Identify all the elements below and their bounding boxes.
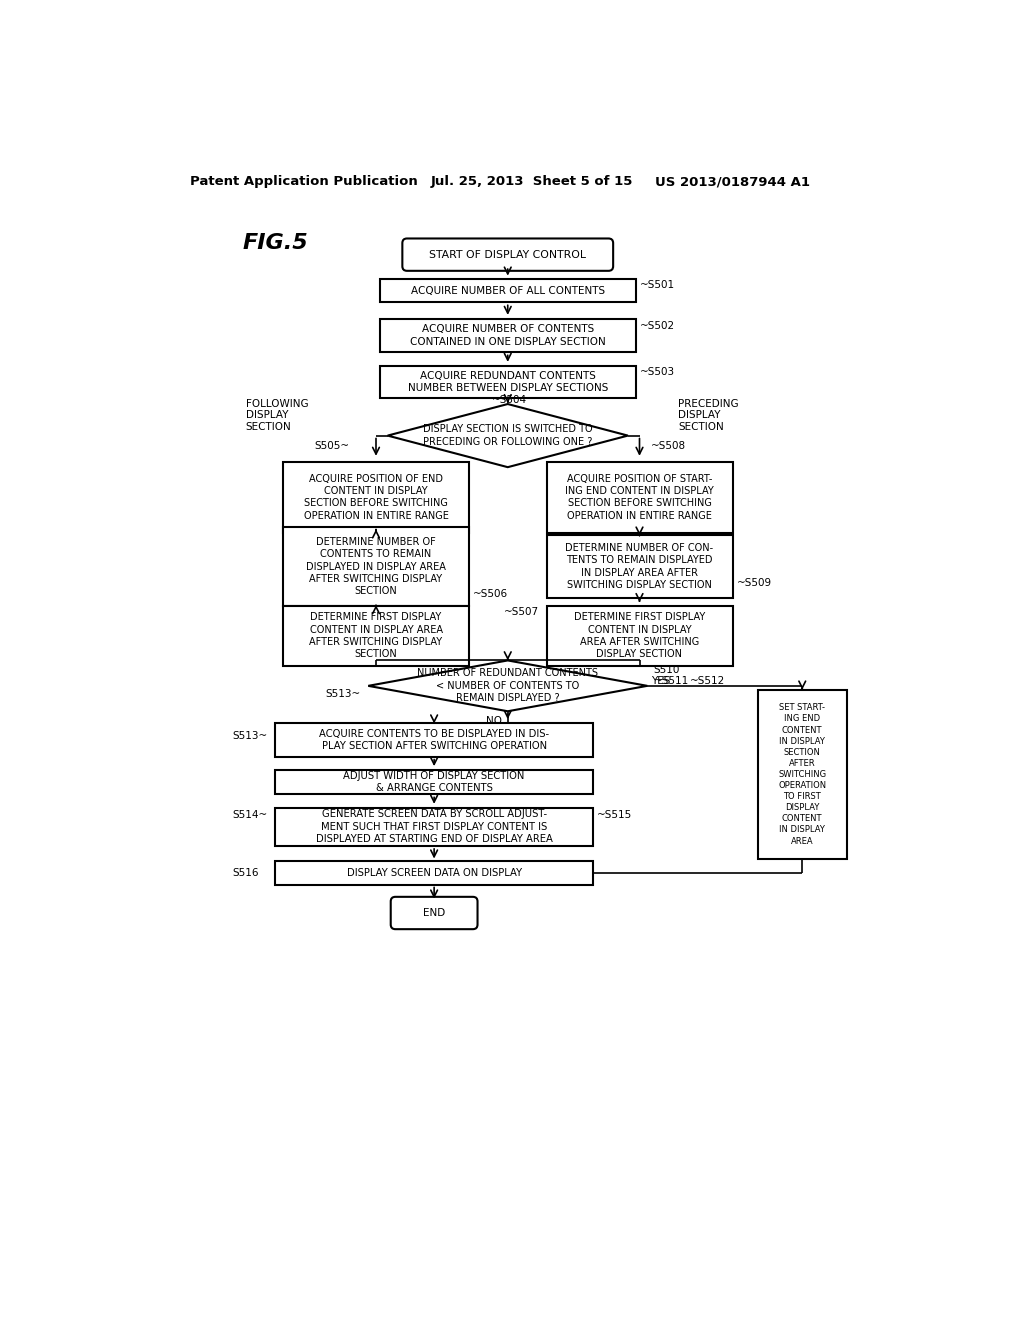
Text: Jul. 25, 2013  Sheet 5 of 15: Jul. 25, 2013 Sheet 5 of 15 (430, 176, 633, 187)
Text: YES: YES (651, 676, 671, 686)
Text: S510: S510 (653, 665, 680, 676)
Text: NO: NO (485, 715, 502, 726)
FancyBboxPatch shape (391, 896, 477, 929)
Text: SET START-
ING END
CONTENT
IN DISPLAY
SECTION
AFTER
SWITCHING
OPERATION
TO FIRST: SET START- ING END CONTENT IN DISPLAY SE… (778, 704, 826, 846)
Text: END: END (423, 908, 445, 917)
Text: US 2013/0187944 A1: US 2013/0187944 A1 (655, 176, 810, 187)
FancyBboxPatch shape (380, 280, 636, 302)
Text: Patent Application Publication: Patent Application Publication (190, 176, 418, 187)
Text: ACQUIRE NUMBER OF ALL CONTENTS: ACQUIRE NUMBER OF ALL CONTENTS (411, 286, 605, 296)
Text: ACQUIRE REDUNDANT CONTENTS
NUMBER BETWEEN DISPLAY SECTIONS: ACQUIRE REDUNDANT CONTENTS NUMBER BETWEE… (408, 371, 608, 393)
FancyBboxPatch shape (547, 462, 732, 533)
Text: FOLLOWING
DISPLAY
SECTION: FOLLOWING DISPLAY SECTION (246, 399, 308, 432)
Text: ~S502: ~S502 (640, 321, 675, 331)
Text: GENERATE SCREEN DATA BY SCROLL ADJUST-
MENT SUCH THAT FIRST DISPLAY CONTENT IS
D: GENERATE SCREEN DATA BY SCROLL ADJUST- M… (315, 809, 553, 845)
Text: ~S515: ~S515 (597, 810, 632, 820)
Text: ACQUIRE CONTENTS TO BE DISPLAYED IN DIS-
PLAY SECTION AFTER SWITCHING OPERATION: ACQUIRE CONTENTS TO BE DISPLAYED IN DIS-… (319, 729, 549, 751)
Text: DETERMINE NUMBER OF CON-
TENTS TO REMAIN DISPLAYED
IN DISPLAY AREA AFTER
SWITCHI: DETERMINE NUMBER OF CON- TENTS TO REMAIN… (565, 543, 714, 590)
Text: START OF DISPLAY CONTROL: START OF DISPLAY CONTROL (429, 249, 587, 260)
Text: ~S501: ~S501 (640, 280, 675, 289)
Text: S505~: S505~ (314, 441, 349, 451)
Text: ADJUST WIDTH OF DISPLAY SECTION
& ARRANGE CONTENTS: ADJUST WIDTH OF DISPLAY SECTION & ARRANG… (343, 771, 525, 793)
FancyBboxPatch shape (275, 770, 593, 795)
Text: ~S503: ~S503 (640, 367, 675, 378)
Polygon shape (369, 660, 647, 711)
Text: DETERMINE FIRST DISPLAY
CONTENT IN DISPLAY AREA
AFTER SWITCHING DISPLAY
SECTION: DETERMINE FIRST DISPLAY CONTENT IN DISPL… (309, 612, 442, 660)
Text: DISPLAY SECTION IS SWITCHED TO
PRECEDING OR FOLLOWING ONE ?: DISPLAY SECTION IS SWITCHED TO PRECEDING… (423, 425, 593, 446)
Text: DISPLAY SCREEN DATA ON DISPLAY: DISPLAY SCREEN DATA ON DISPLAY (346, 869, 521, 878)
FancyBboxPatch shape (283, 527, 469, 606)
FancyBboxPatch shape (275, 723, 593, 756)
Text: S513~: S513~ (232, 731, 268, 741)
Text: DETERMINE NUMBER OF
CONTENTS TO REMAIN
DISPLAYED IN DISPLAY AREA
AFTER SWITCHING: DETERMINE NUMBER OF CONTENTS TO REMAIN D… (306, 537, 445, 597)
Polygon shape (388, 404, 628, 467)
FancyBboxPatch shape (283, 462, 469, 533)
FancyBboxPatch shape (547, 535, 732, 598)
Text: ~S508: ~S508 (651, 441, 686, 451)
Text: S514~: S514~ (232, 810, 268, 820)
FancyBboxPatch shape (380, 318, 636, 352)
FancyBboxPatch shape (275, 862, 593, 884)
Text: ~S507: ~S507 (504, 607, 539, 616)
Text: PRECEDING
DISPLAY
SECTION: PRECEDING DISPLAY SECTION (678, 399, 739, 432)
Text: ACQUIRE POSITION OF START-
ING END CONTENT IN DISPLAY
SECTION BEFORE SWITCHING
O: ACQUIRE POSITION OF START- ING END CONTE… (565, 474, 714, 521)
Text: ~S511: ~S511 (653, 676, 689, 686)
Text: DETERMINE FIRST DISPLAY
CONTENT IN DISPLAY
AREA AFTER SWITCHING
DISPLAY SECTION: DETERMINE FIRST DISPLAY CONTENT IN DISPL… (573, 612, 706, 660)
Text: S513~: S513~ (326, 689, 360, 698)
FancyBboxPatch shape (275, 808, 593, 846)
Text: ~S512: ~S512 (690, 676, 725, 686)
FancyBboxPatch shape (547, 606, 732, 665)
Text: S516: S516 (232, 869, 259, 878)
Text: ~S504: ~S504 (493, 395, 527, 405)
FancyBboxPatch shape (758, 689, 847, 859)
FancyBboxPatch shape (402, 239, 613, 271)
Text: ACQUIRE NUMBER OF CONTENTS
CONTAINED IN ONE DISPLAY SECTION: ACQUIRE NUMBER OF CONTENTS CONTAINED IN … (410, 325, 605, 347)
Text: NUMBER OF REDUNDANT CONTENTS
< NUMBER OF CONTENTS TO
REMAIN DISPLAYED ?: NUMBER OF REDUNDANT CONTENTS < NUMBER OF… (417, 668, 598, 704)
FancyBboxPatch shape (380, 366, 636, 397)
FancyBboxPatch shape (283, 606, 469, 665)
Text: FIG.5: FIG.5 (243, 234, 308, 253)
Text: ~S509: ~S509 (736, 578, 771, 589)
Text: ACQUIRE POSITION OF END
CONTENT IN DISPLAY
SECTION BEFORE SWITCHING
OPERATION IN: ACQUIRE POSITION OF END CONTENT IN DISPL… (303, 474, 449, 521)
Text: ~S506: ~S506 (473, 589, 508, 599)
